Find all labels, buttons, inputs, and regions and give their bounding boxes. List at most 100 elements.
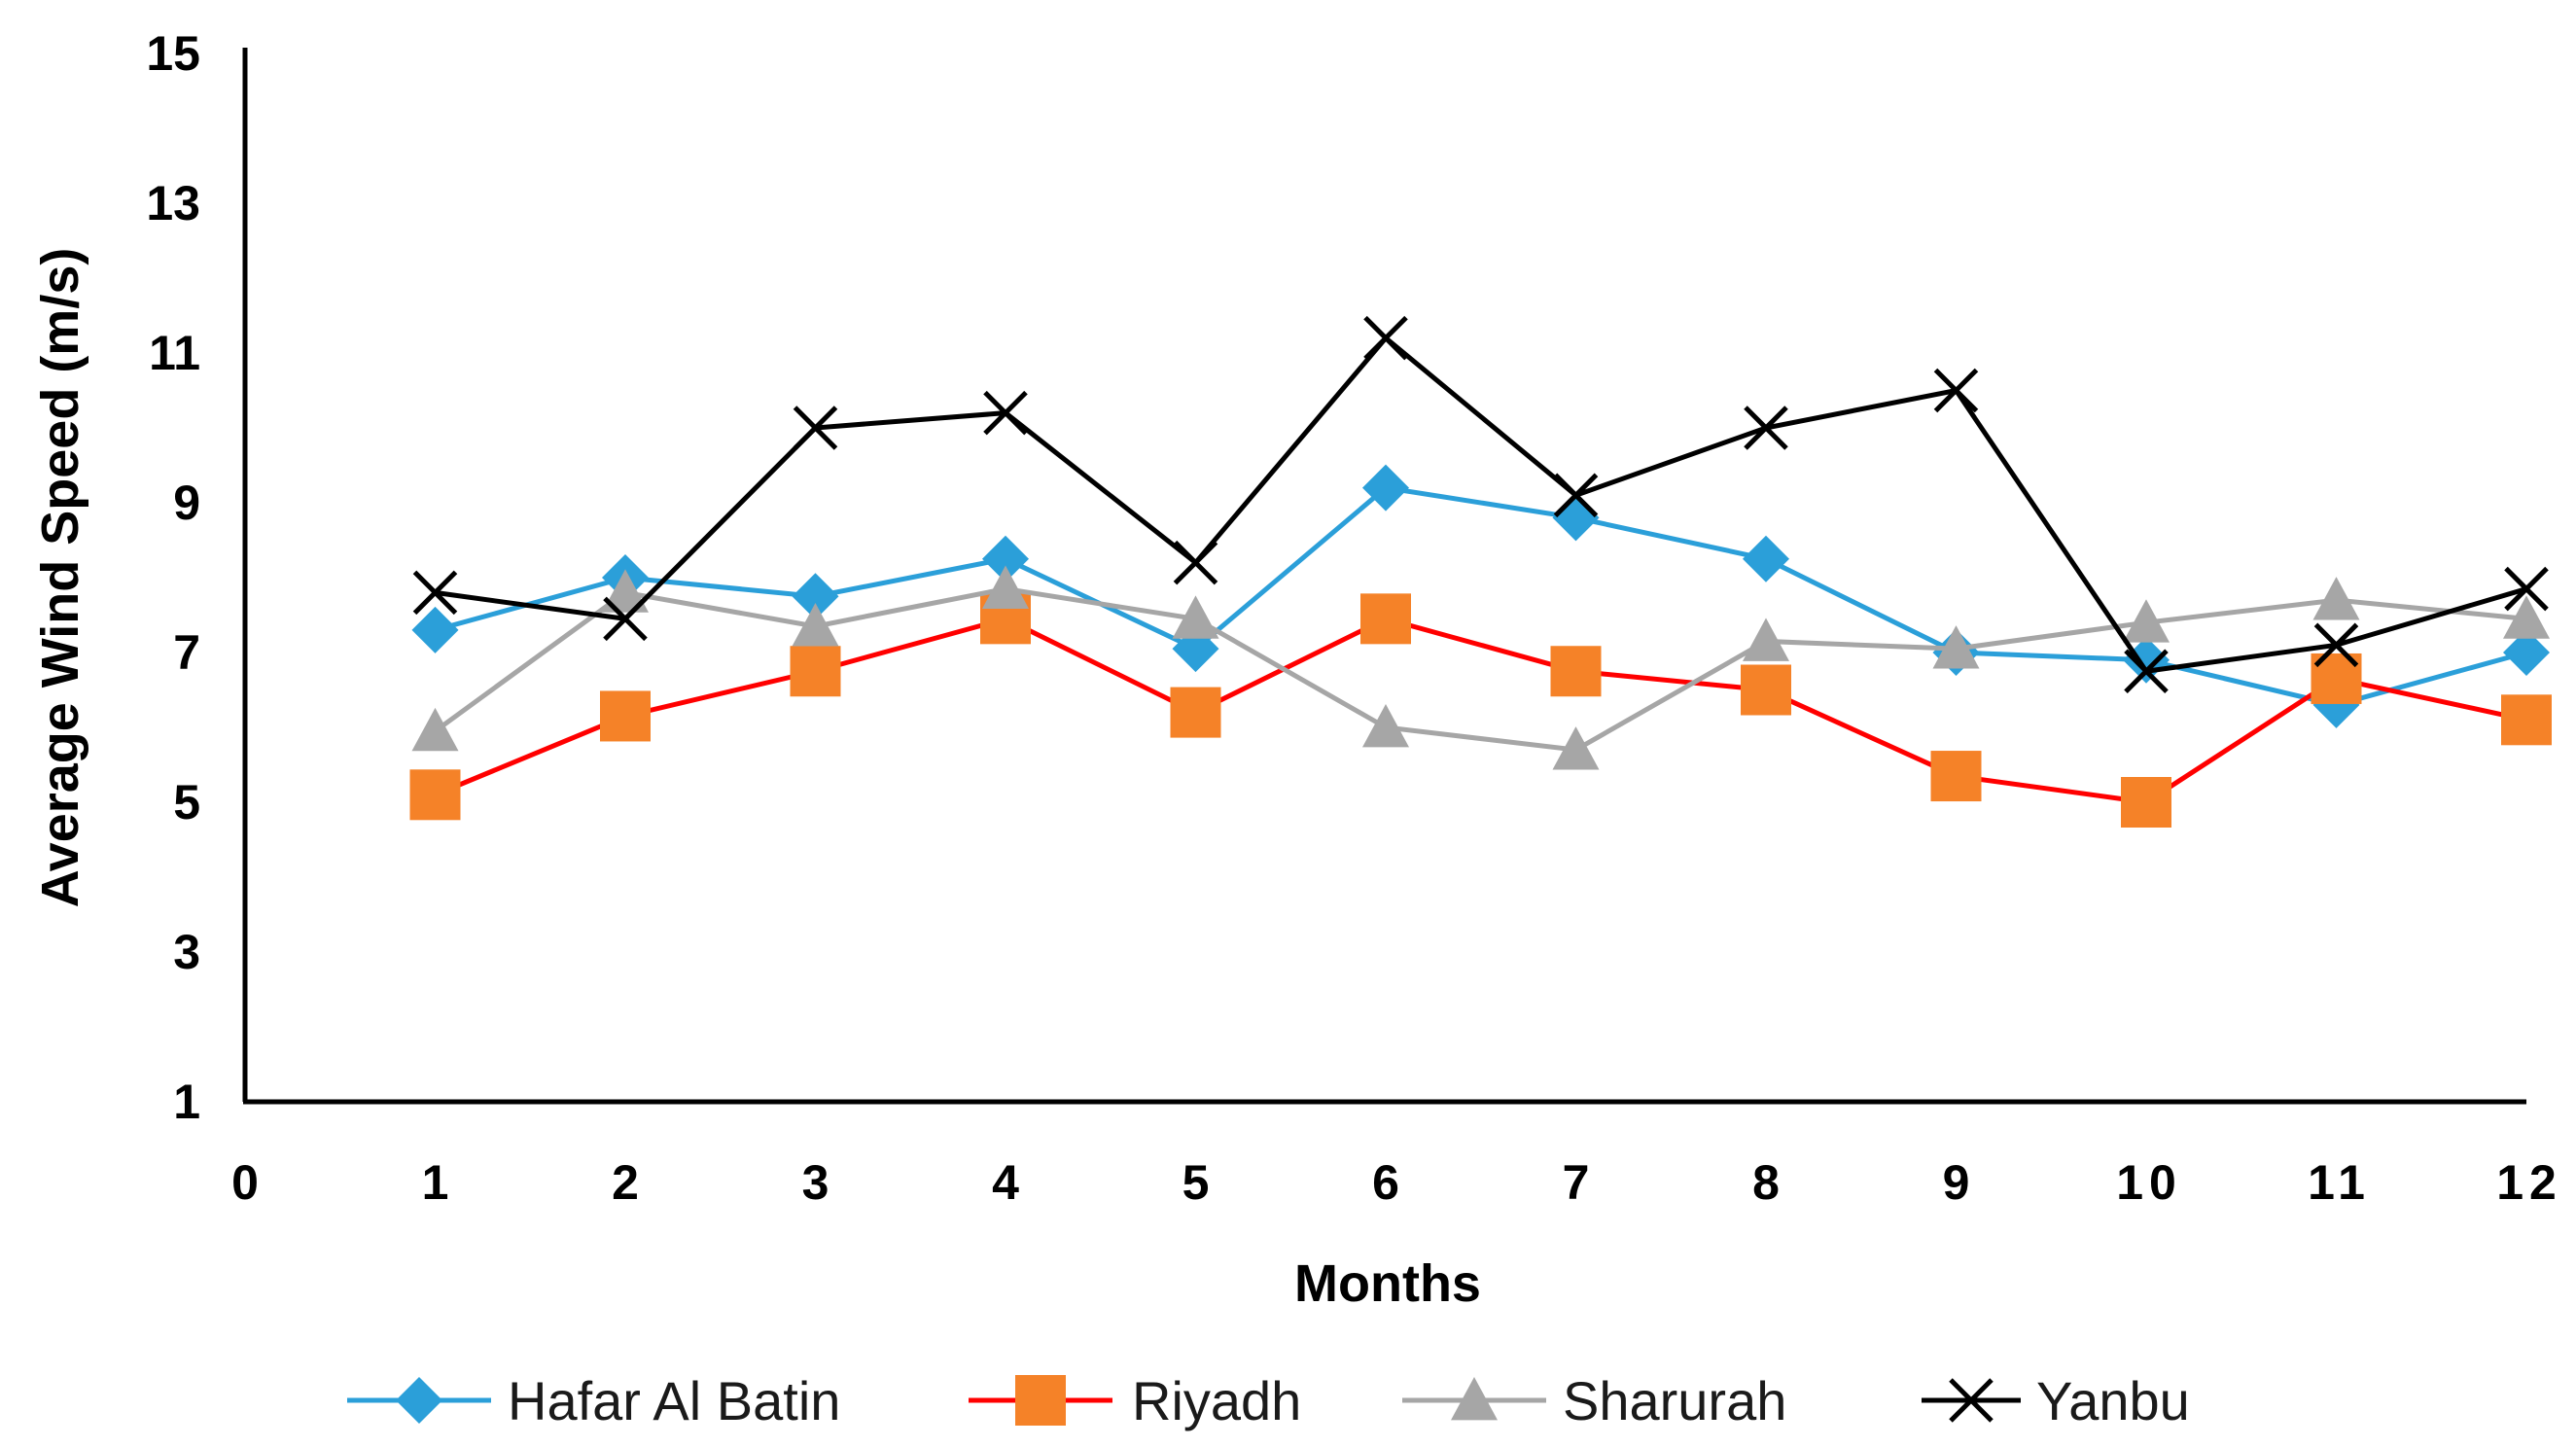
data-point-yanbu	[1553, 473, 1599, 518]
x-marker-stroke	[1553, 473, 1599, 518]
series-yanbu	[412, 315, 2549, 694]
legend-label-sharurah: Sharurah	[1563, 1370, 1786, 1431]
data-point-sharurah	[1172, 595, 1219, 639]
data-point-hafar-al-batin	[1743, 535, 1789, 582]
x-tick-label: 7	[1563, 1155, 1596, 1210]
legend-marker-yanbu	[1949, 1378, 1994, 1423]
data-point-riyadh	[1550, 646, 1602, 697]
data-point-riyadh	[1930, 751, 1982, 802]
data-point-sharurah	[792, 603, 839, 647]
data-point-yanbu	[2504, 566, 2549, 612]
x-marker-stroke	[1744, 406, 1788, 450]
x-marker-stroke	[1949, 1378, 1994, 1423]
x-tick-label: 3	[802, 1155, 835, 1210]
data-point-sharurah	[2123, 599, 2170, 643]
series-line-riyadh	[434, 616, 2527, 805]
data-point-hafar-al-batin	[1362, 464, 1409, 512]
data-point-riyadh	[409, 769, 461, 821]
x-tick-label: 4	[992, 1155, 1025, 1210]
data-point-hafar-al-batin	[2503, 629, 2550, 676]
data-point-yanbu	[2124, 649, 2169, 694]
series-sharurah	[411, 565, 2550, 770]
data-point-yanbu	[1363, 315, 1408, 361]
x-tick-label: 1	[422, 1155, 455, 1210]
x-tick-label: 0	[231, 1155, 265, 1210]
x-tick-label: 12	[2496, 1155, 2562, 1210]
y-tick-label: 5	[173, 775, 200, 829]
legend-label-riyadh: Riyadh	[1132, 1370, 1301, 1431]
data-point-yanbu	[603, 596, 648, 642]
x-marker-stroke	[1933, 368, 1979, 413]
x-marker-stroke	[2313, 622, 2359, 668]
data-point-yanbu	[1933, 368, 1979, 413]
data-point-hafar-al-batin	[792, 573, 839, 620]
x-marker-stroke	[983, 390, 1028, 436]
y-tick-label: 11	[149, 326, 200, 380]
x-tick-label: 10	[2116, 1155, 2182, 1210]
data-point-riyadh	[2501, 694, 2552, 746]
data-point-hafar-al-batin	[411, 606, 459, 653]
series-line-hafar-al-batin	[434, 484, 2527, 708]
data-point-sharurah	[602, 569, 649, 613]
x-marker-stroke	[1363, 315, 1408, 361]
data-point-sharurah	[1743, 618, 1789, 661]
series-line-yanbu	[435, 335, 2527, 674]
x-marker-stroke	[2504, 566, 2549, 612]
legend-item-sharurah: Sharurah	[1402, 1370, 1786, 1431]
legend-marker-riyadh	[1015, 1375, 1066, 1426]
data-point-hafar-al-batin	[1552, 494, 1600, 542]
x-marker-stroke	[412, 570, 458, 616]
data-point-riyadh	[2121, 777, 2171, 828]
x-tick-label: 9	[1943, 1155, 1976, 1210]
data-point-sharurah	[1932, 625, 1980, 669]
legend-marker-hafar-al-batin	[396, 1377, 442, 1424]
x-tick-label: 8	[1752, 1155, 1785, 1210]
data-point-yanbu	[1744, 406, 1788, 450]
legend-item-yanbu: Yanbu	[1922, 1370, 2190, 1431]
legend-label-hafar-al-batin: Hafar Al Batin	[508, 1370, 840, 1431]
x-marker-stroke	[1173, 540, 1218, 585]
y-axis-title: Average Wind Speed (m/s)	[31, 248, 89, 908]
legend-label-yanbu: Yanbu	[2036, 1370, 2190, 1431]
x-tick-label: 5	[1182, 1155, 1216, 1210]
x-marker-stroke	[793, 406, 838, 450]
legend-item-hafar-al-batin: Hafar Al Batin	[347, 1370, 840, 1431]
x-tick-label: 2	[612, 1155, 645, 1210]
data-point-yanbu	[2313, 622, 2359, 668]
legend: Hafar Al Batin Riyadh Sharurah Yanbu	[347, 1370, 2190, 1431]
data-point-riyadh	[600, 690, 651, 742]
series-riyadh	[409, 593, 2552, 828]
x-tick-label: 11	[2308, 1155, 2371, 1210]
data-point-sharurah	[2503, 595, 2550, 639]
plot-area	[409, 315, 2552, 828]
data-point-sharurah	[1362, 704, 1409, 748]
x-marker-stroke	[603, 596, 648, 642]
y-tick-label: 13	[146, 176, 200, 230]
x-tick-label: 6	[1372, 1155, 1405, 1210]
data-point-riyadh	[1170, 687, 1221, 738]
data-point-sharurah	[1552, 726, 1600, 770]
y-tick-label: 3	[173, 925, 200, 979]
data-point-riyadh	[1741, 664, 1791, 716]
data-point-yanbu	[793, 406, 838, 450]
data-point-yanbu	[412, 570, 458, 616]
data-point-hafar-al-batin	[982, 535, 1029, 582]
x-marker-stroke	[2124, 649, 2169, 694]
y-tick-label: 9	[173, 476, 200, 530]
data-point-sharurah	[411, 707, 459, 752]
legend-item-riyadh: Riyadh	[969, 1370, 1301, 1431]
y-tick-label: 15	[146, 26, 200, 81]
data-point-sharurah	[2312, 577, 2360, 620]
y-tick-label: 1	[173, 1075, 200, 1129]
data-point-yanbu	[1173, 540, 1218, 585]
y-tick-label: 7	[173, 625, 200, 680]
data-point-yanbu	[983, 390, 1028, 436]
x-axis-title: Months	[1294, 1254, 1481, 1313]
data-point-riyadh	[1360, 593, 1411, 645]
legend-marker-sharurah	[1451, 1377, 1498, 1421]
series-line-sharurah	[434, 586, 2527, 753]
data-point-riyadh	[790, 646, 841, 697]
data-point-sharurah	[982, 565, 1029, 609]
